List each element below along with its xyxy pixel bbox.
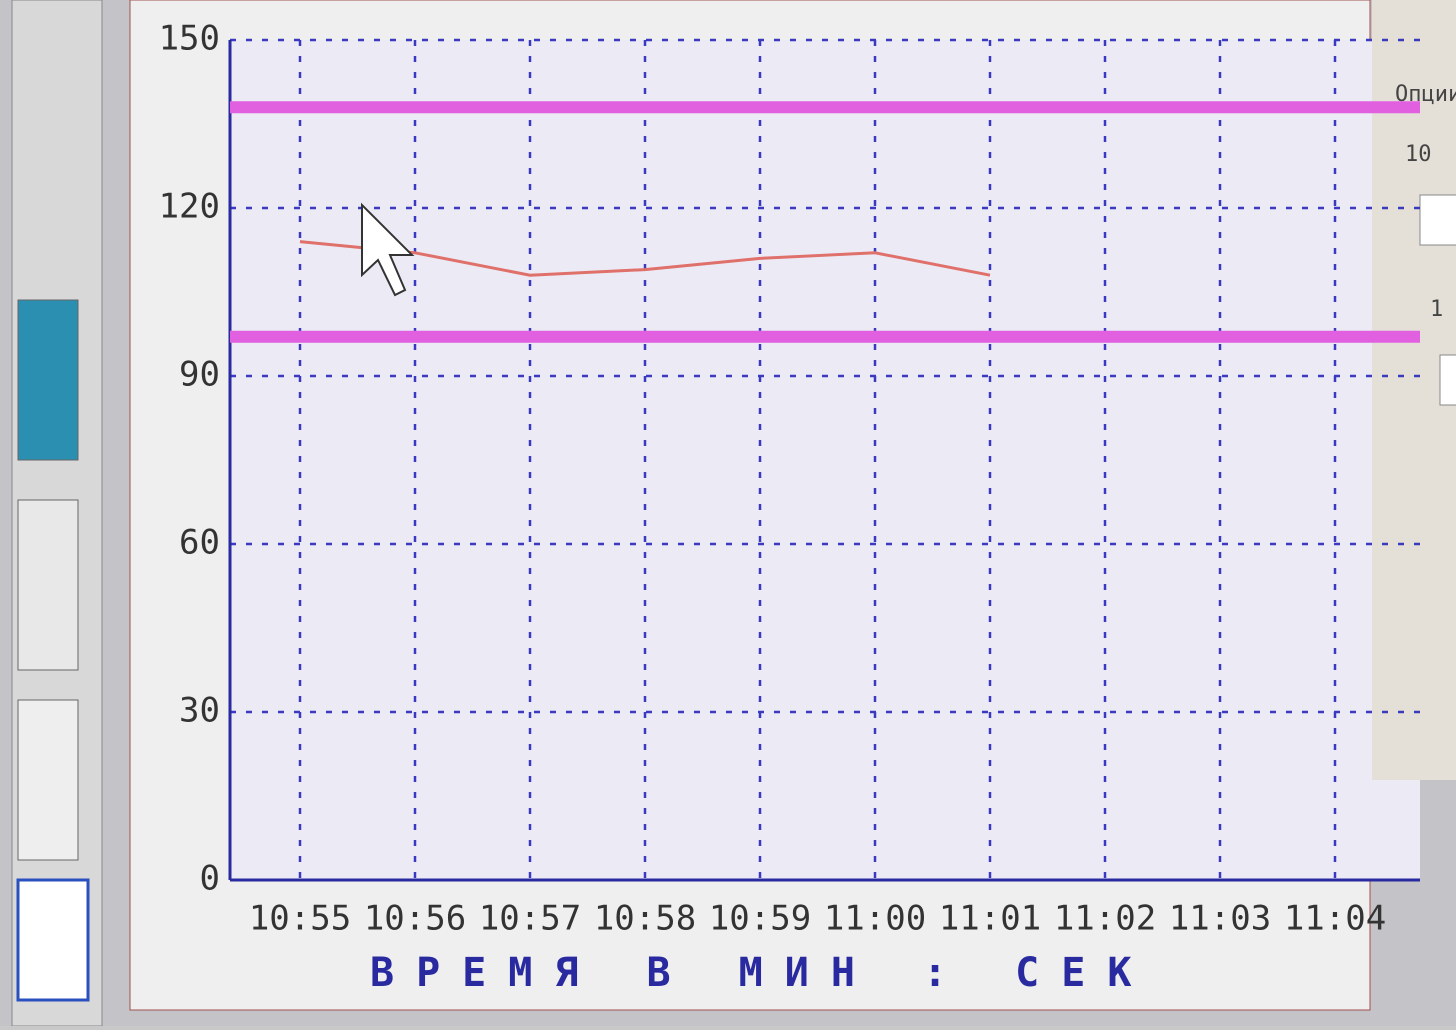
x-tick-label: 10:55: [249, 899, 351, 939]
panel-label: 1: [1430, 297, 1443, 322]
x-axis-label: ВРЕМЯ В МИН : СЕК: [370, 950, 1153, 996]
x-tick-label: 11:01: [939, 899, 1041, 939]
y-tick-label: 120: [159, 187, 220, 227]
x-tick-label: 10:58: [594, 899, 696, 939]
y-tick-label: 0: [200, 859, 220, 899]
panel-label: 10: [1405, 142, 1432, 167]
input-box[interactable]: [1420, 195, 1456, 245]
y-tick-label: 90: [179, 355, 220, 395]
x-tick-label: 11:04: [1284, 899, 1386, 939]
y-tick-label: 60: [179, 523, 220, 563]
x-tick-label: 10:56: [364, 899, 466, 939]
plot-area: [230, 40, 1420, 880]
x-tick-label: 11:02: [1054, 899, 1156, 939]
y-tick-label: 150: [159, 19, 220, 59]
x-tick-label: 11:00: [824, 899, 926, 939]
y-tick-label: 30: [179, 691, 220, 731]
page: Опции 10 1 030609012015010:5510:5610:571…: [0, 0, 1456, 1026]
x-tick-label: 10:59: [709, 899, 811, 939]
tool-button[interactable]: [18, 880, 88, 1000]
tool-button[interactable]: [18, 700, 78, 860]
tool-button[interactable]: [18, 500, 78, 670]
x-tick-label: 10:57: [479, 899, 581, 939]
x-tick-label: 11:03: [1169, 899, 1271, 939]
tool-button[interactable]: [18, 300, 78, 460]
chart: Опции 10 1 030609012015010:5510:5610:571…: [0, 0, 1456, 1026]
input-box[interactable]: [1440, 355, 1456, 405]
